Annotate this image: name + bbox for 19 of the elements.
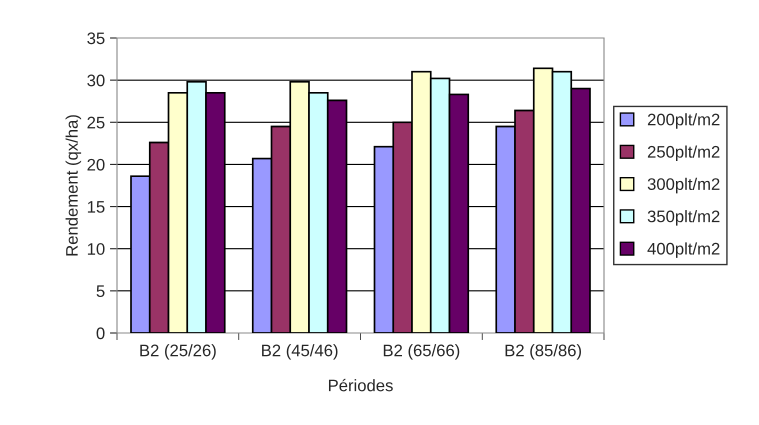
y-tick-label: 25: [87, 116, 104, 128]
y-tick-label: 15: [88, 201, 104, 213]
x-tick-label: B2 (25/26): [140, 344, 216, 360]
y-tick-label: 35: [87, 32, 104, 44]
y-tick-label: 0: [96, 327, 105, 340]
y-tick-label: 5: [96, 285, 104, 298]
x-tick-label: B2 (45/46): [262, 344, 338, 360]
x-tick-label: B2 (85/86): [506, 344, 582, 360]
x-axis-title: Périodes: [328, 378, 393, 392]
legend-label: 250plt/m2: [648, 145, 720, 162]
legend-label: 350plt/m2: [648, 210, 720, 226]
legend-label: 300plt/m2: [648, 178, 720, 194]
y-tick-label: 20: [87, 158, 105, 171]
y-tick-label: 10: [88, 243, 105, 255]
y-tick-label: 30: [87, 74, 105, 86]
legend-label: 200plt/m2: [648, 113, 720, 129]
legend-label: 400plt/m2: [647, 242, 720, 258]
y-axis-title: Rendement (qx/ha): [66, 115, 82, 256]
x-tick-label: B2 (65/66): [384, 344, 460, 360]
